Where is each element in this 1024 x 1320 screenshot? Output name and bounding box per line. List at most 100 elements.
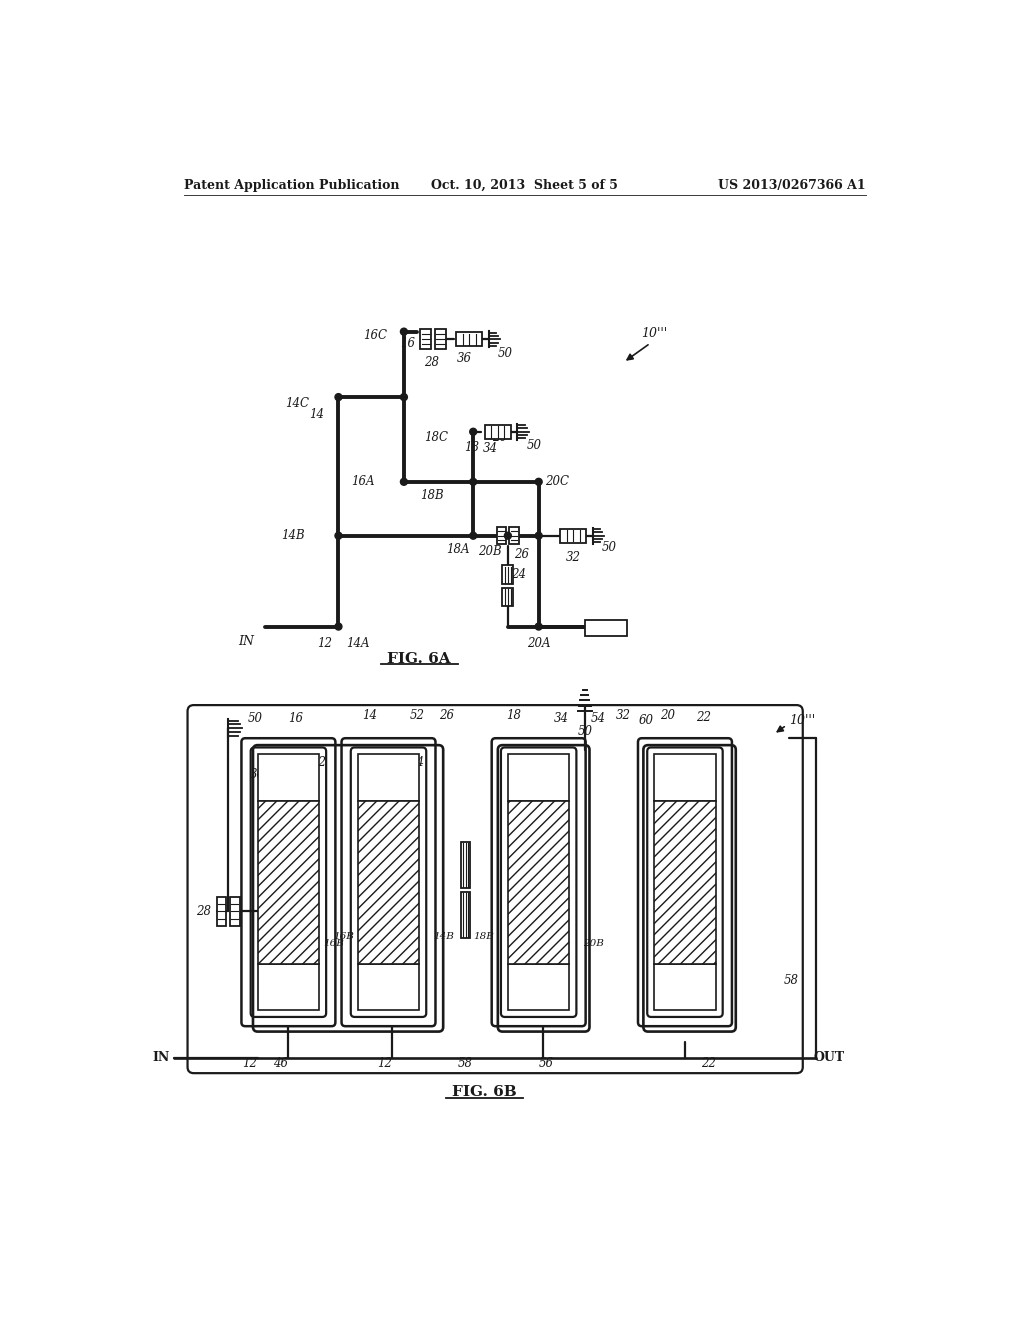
Bar: [357, 964, 419, 1010]
Text: 16B: 16B: [351, 887, 375, 900]
Text: 18: 18: [506, 709, 521, 722]
Text: 14C: 14C: [286, 397, 309, 409]
Text: 58: 58: [783, 974, 799, 987]
Circle shape: [505, 532, 511, 539]
Text: FIG. 6B: FIG. 6B: [453, 1085, 517, 1100]
Text: 16A: 16A: [278, 772, 300, 783]
Text: OUT: OUT: [592, 622, 621, 635]
Circle shape: [536, 478, 542, 486]
Text: 46: 46: [273, 1056, 288, 1069]
Bar: [484, 425, 511, 438]
Bar: [461, 842, 470, 888]
Text: 18: 18: [464, 441, 479, 454]
Text: US 2013/0267366 A1: US 2013/0267366 A1: [718, 178, 866, 191]
Bar: [585, 620, 628, 636]
Text: 16B: 16B: [333, 932, 354, 941]
Text: 18C: 18C: [425, 432, 449, 445]
Text: 20: 20: [493, 432, 508, 445]
Text: 12: 12: [377, 1056, 392, 1069]
Circle shape: [400, 329, 408, 335]
Text: 22: 22: [700, 1056, 716, 1069]
FancyBboxPatch shape: [251, 747, 326, 1016]
Text: 12: 12: [317, 638, 332, 649]
Bar: [357, 800, 419, 964]
Text: 14B: 14B: [433, 932, 454, 941]
Text: 20B: 20B: [584, 940, 604, 948]
Text: 16: 16: [400, 337, 415, 350]
Bar: [654, 755, 716, 800]
Circle shape: [400, 393, 408, 400]
Circle shape: [536, 532, 542, 539]
Circle shape: [335, 532, 342, 539]
FancyBboxPatch shape: [647, 747, 723, 1016]
Text: IN: IN: [238, 635, 254, 648]
Text: 14A: 14A: [378, 982, 399, 991]
Bar: [258, 964, 319, 1010]
FancyBboxPatch shape: [501, 747, 577, 1016]
Bar: [508, 964, 569, 1010]
Circle shape: [335, 623, 342, 630]
Text: 20C: 20C: [545, 475, 568, 488]
Text: FIG. 6A: FIG. 6A: [387, 652, 452, 665]
Text: IN: IN: [153, 1051, 170, 1064]
Text: Patent Application Publication: Patent Application Publication: [184, 178, 400, 191]
Text: 20: 20: [660, 709, 676, 722]
Text: 14: 14: [361, 709, 377, 722]
Text: OUT: OUT: [813, 1051, 845, 1064]
Bar: [503, 587, 513, 606]
Text: 44: 44: [410, 755, 424, 768]
Text: 20C: 20C: [674, 982, 696, 991]
Text: 18B: 18B: [420, 490, 444, 502]
Text: 28: 28: [197, 906, 211, 917]
Bar: [503, 565, 513, 583]
Text: 34: 34: [482, 442, 498, 455]
Text: 56: 56: [539, 1056, 554, 1069]
Text: 42: 42: [311, 755, 327, 768]
Circle shape: [470, 532, 477, 539]
Bar: [654, 964, 716, 1010]
Text: 28: 28: [424, 356, 439, 370]
Bar: [654, 800, 716, 964]
Text: 60: 60: [639, 714, 653, 727]
Text: 58: 58: [458, 1056, 473, 1069]
Text: 50: 50: [526, 440, 542, 453]
Bar: [435, 330, 445, 350]
Text: 32: 32: [615, 709, 631, 722]
Text: 10''': 10''': [641, 327, 668, 341]
Text: 10''': 10''': [788, 714, 815, 727]
FancyBboxPatch shape: [351, 747, 426, 1016]
Text: 26: 26: [438, 709, 454, 722]
Text: 18A: 18A: [527, 772, 550, 783]
Bar: [508, 800, 569, 964]
Text: 20A: 20A: [527, 638, 551, 649]
Text: 20B: 20B: [478, 545, 502, 557]
Circle shape: [536, 623, 542, 630]
Text: 36: 36: [250, 768, 265, 781]
Circle shape: [470, 478, 477, 486]
Text: 20A: 20A: [674, 772, 696, 783]
Bar: [461, 892, 470, 939]
FancyBboxPatch shape: [187, 705, 803, 1073]
Bar: [230, 896, 240, 927]
Text: 54: 54: [591, 713, 606, 726]
Bar: [508, 755, 569, 800]
Text: 22: 22: [696, 711, 712, 723]
Text: 14D: 14D: [377, 878, 400, 887]
Text: 18B: 18B: [473, 932, 494, 941]
Circle shape: [335, 393, 342, 400]
Text: 16D: 16D: [276, 878, 300, 887]
Text: 12: 12: [243, 1056, 257, 1069]
Bar: [560, 529, 587, 543]
Bar: [258, 755, 319, 800]
Text: 16C: 16C: [362, 329, 387, 342]
Text: 50: 50: [248, 713, 262, 726]
Bar: [421, 330, 431, 350]
Circle shape: [470, 428, 477, 436]
Text: 14A: 14A: [346, 638, 370, 649]
Text: 16A: 16A: [351, 475, 375, 488]
Text: 16B: 16B: [323, 940, 344, 948]
Text: 36: 36: [458, 352, 472, 366]
Text: 34: 34: [554, 713, 569, 726]
Text: 50: 50: [498, 347, 513, 360]
Text: 14C: 14C: [377, 772, 400, 783]
